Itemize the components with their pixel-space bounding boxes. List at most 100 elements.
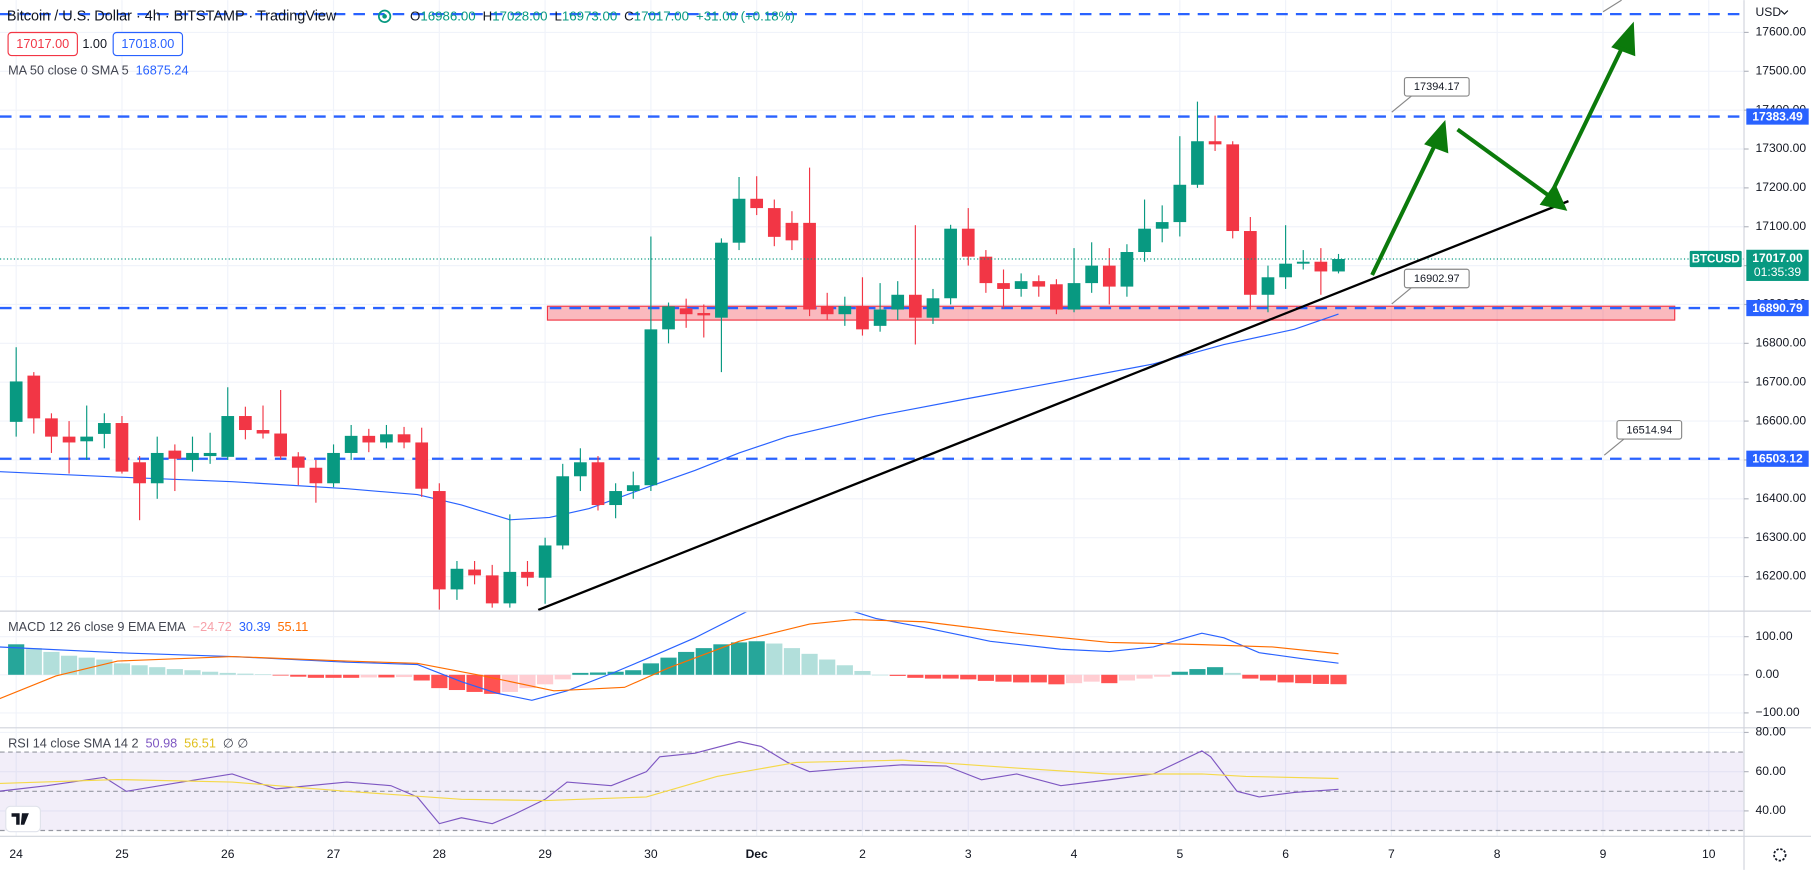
symbol-tag bbox=[1689, 250, 1742, 268]
x-tick-label: 10 bbox=[1702, 847, 1716, 861]
bid-box[interactable] bbox=[7, 31, 78, 57]
candle-body bbox=[1032, 281, 1046, 287]
x-tick-label: 9 bbox=[1600, 847, 1607, 861]
callout-box bbox=[1616, 419, 1683, 440]
candle-body bbox=[503, 571, 517, 604]
candle-body bbox=[1102, 265, 1116, 287]
callout-label: 16902.97 bbox=[1414, 273, 1460, 285]
rsi-band bbox=[0, 752, 1745, 831]
y-tick-label: 16600.00 bbox=[1756, 413, 1807, 427]
level-tag-label: 16890.79 bbox=[1752, 301, 1803, 315]
candle-body bbox=[838, 306, 852, 315]
candle-body bbox=[1050, 284, 1063, 310]
legend: Bitcoin / U.S. Dollar · 4h · BITSTAMP · … bbox=[7, 8, 337, 24]
y-tick-label: 16200.00 bbox=[1756, 569, 1807, 583]
macd-bar bbox=[783, 648, 801, 675]
callout-box bbox=[1403, 268, 1470, 289]
macd-bar bbox=[60, 655, 78, 675]
candle-body bbox=[450, 568, 464, 590]
macd-bar bbox=[1171, 671, 1188, 675]
macd-bar bbox=[1206, 667, 1224, 675]
macd-bar bbox=[1013, 674, 1030, 683]
x-tick-label: 5 bbox=[1176, 847, 1183, 861]
macd-bar bbox=[431, 674, 448, 689]
y-tick-label: 16800.00 bbox=[1756, 336, 1807, 350]
x-tick-label: 6 bbox=[1282, 847, 1289, 861]
macd-bar bbox=[625, 670, 642, 675]
callout-label: 16514.94 bbox=[1626, 424, 1672, 436]
candle-body bbox=[1243, 231, 1257, 295]
level-tag-label: 17383.49 bbox=[1752, 109, 1803, 123]
candle-body bbox=[679, 308, 693, 315]
macd-bar bbox=[854, 670, 871, 675]
macd-bar bbox=[1242, 674, 1259, 679]
settings-gear[interactable] bbox=[1773, 848, 1787, 862]
macd-bar bbox=[466, 674, 483, 692]
candle-body bbox=[785, 222, 799, 241]
trend-line bbox=[537, 200, 1569, 612]
macd-bar bbox=[1065, 674, 1083, 684]
candle-body bbox=[468, 569, 481, 576]
countdown: 01:35:39 bbox=[1754, 265, 1801, 279]
ma-legend: MA 50 close 0 SMA 5 16875.24 bbox=[8, 64, 188, 78]
candle-body bbox=[1314, 261, 1328, 272]
bid-price: 17017.00 bbox=[16, 37, 69, 51]
candle-body bbox=[27, 375, 41, 419]
arrow-head bbox=[1611, 21, 1636, 57]
currency[interactable]: USD bbox=[1756, 5, 1782, 19]
y-tick-label: −100.00 bbox=[1756, 705, 1800, 719]
macd-bar bbox=[1295, 674, 1312, 684]
macd-bar bbox=[1118, 674, 1136, 681]
candle-body bbox=[803, 222, 816, 310]
macd-bar bbox=[836, 665, 853, 675]
arrow bbox=[1543, 43, 1626, 207]
macd-bar bbox=[907, 674, 924, 678]
candle-body bbox=[362, 435, 376, 443]
macd-bar bbox=[1136, 674, 1153, 679]
x-tick-label: 3 bbox=[965, 847, 972, 861]
candle-body bbox=[574, 462, 587, 477]
status-dot bbox=[382, 14, 387, 19]
macd-bar bbox=[378, 674, 395, 678]
candle-body bbox=[186, 452, 199, 460]
candle-body bbox=[415, 442, 429, 489]
macd-line bbox=[0, 612, 1339, 701]
ohlc-value: 17028.00 bbox=[492, 8, 547, 23]
callout-leader bbox=[1391, 287, 1412, 305]
callout-label: 17394.17 bbox=[1414, 81, 1460, 93]
axes: 24 25 26 27 28 29 30 Dec 2 3 4 5 6 7 8 9 10 17600.00 17500… bbox=[9, 25, 1809, 861]
candle-body bbox=[256, 430, 270, 434]
candle-body bbox=[1261, 277, 1275, 295]
candle-body bbox=[926, 298, 940, 318]
candle-body bbox=[133, 462, 146, 484]
candle-body bbox=[291, 456, 305, 468]
arrow bbox=[1370, 140, 1439, 276]
candle-body bbox=[944, 228, 957, 299]
macd-bar bbox=[184, 670, 201, 675]
candle-body bbox=[538, 545, 552, 578]
macd-bar bbox=[607, 671, 624, 675]
candle-body bbox=[891, 294, 905, 310]
ohlc-key: C bbox=[624, 8, 634, 23]
candle-body bbox=[380, 434, 393, 443]
candle-body bbox=[556, 476, 570, 546]
macd-bar bbox=[695, 648, 712, 675]
macd-bar bbox=[1189, 669, 1206, 675]
ohlc-value: 17017.00 bbox=[634, 8, 689, 23]
candle-body bbox=[662, 306, 675, 330]
candle-body bbox=[609, 491, 622, 506]
rsi-na: ∅ ∅ bbox=[223, 737, 249, 751]
projection-arrows bbox=[1370, 21, 1636, 276]
signal-value: 55.11 bbox=[277, 620, 308, 634]
macd-value: 30.39 bbox=[239, 620, 271, 634]
candle-body bbox=[961, 228, 975, 257]
x-tick-label: 25 bbox=[115, 847, 129, 861]
ask-box[interactable] bbox=[112, 31, 184, 57]
macd-bar bbox=[889, 674, 906, 676]
macd-bar bbox=[730, 642, 748, 675]
callout-leader bbox=[1391, 95, 1412, 113]
macd-bar bbox=[924, 674, 942, 679]
